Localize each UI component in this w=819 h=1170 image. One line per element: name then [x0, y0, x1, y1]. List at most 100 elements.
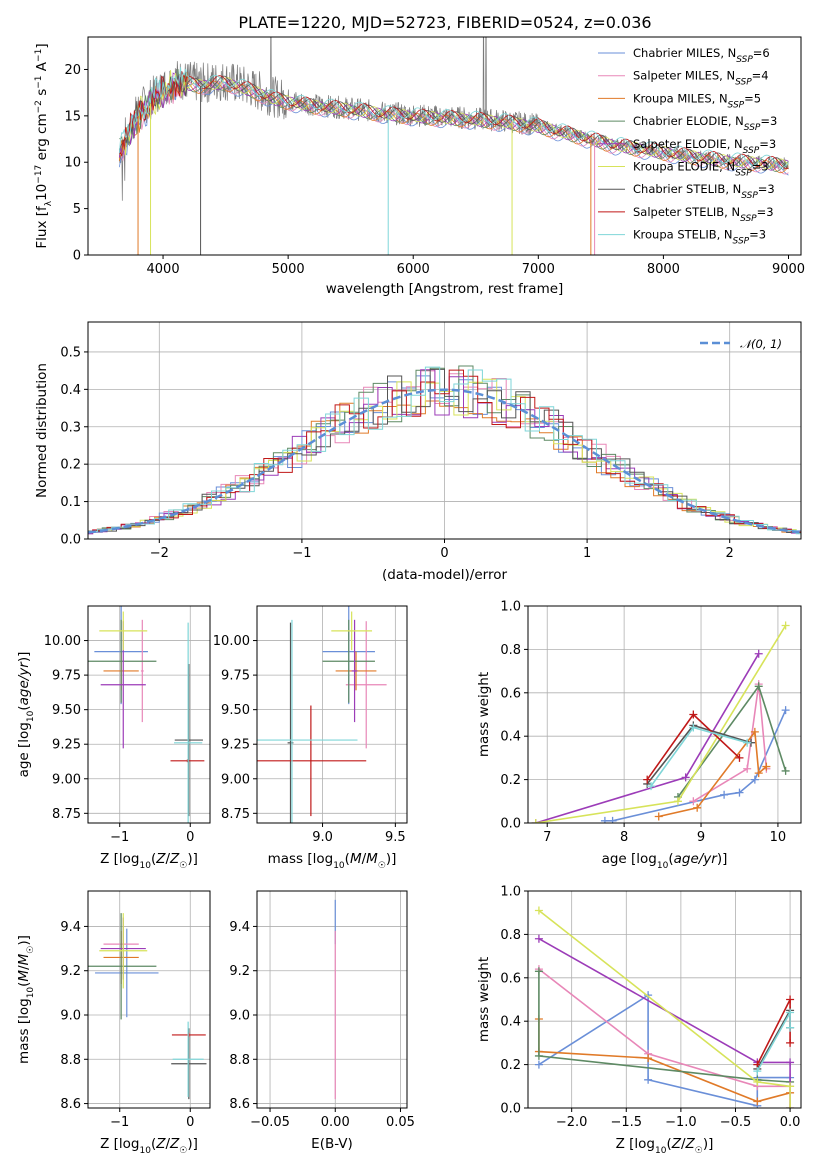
data-point-marker — [753, 1097, 762, 1106]
data-point-marker — [754, 649, 763, 658]
y-tick-label: 10 — [64, 156, 81, 171]
x-tick-label: −1 — [110, 1115, 129, 1130]
data-point-marker — [781, 621, 790, 630]
panel-spectrum: 4000 5000 6000 7000 8000 9000 0 5 10 15 20 waveleng… — [34, 36, 805, 297]
data-point-marker — [786, 1058, 795, 1067]
data-point-marker — [673, 797, 682, 806]
x-tick-label: 0 — [186, 830, 194, 845]
legend-label: Salpeter ELODIE, NSSP=3 — [633, 137, 776, 156]
mass-weight-line — [692, 683, 768, 802]
y-tick-label: 0.8 — [500, 928, 521, 943]
plot-area — [257, 606, 387, 823]
x-tick-label: −0.05 — [250, 1115, 290, 1130]
legend-label: Chabrier MILES, NSSP=6 — [633, 46, 770, 65]
data-point-marker — [681, 773, 690, 782]
y-tick-label: 0.2 — [500, 1058, 521, 1073]
data-point-marker — [689, 710, 698, 719]
legend-label: Kroupa MILES, NSSP=5 — [633, 91, 761, 110]
y-tick-label: 0.0 — [500, 817, 521, 832]
data-point-marker — [531, 819, 540, 823]
panel-massweight_vs_age: 7 8 9 10 0.0 0.2 0.4 0.6 0.8 1.0 age [log10(age/yr… — [476, 600, 802, 871]
y-tick-label: 9.75 — [221, 669, 250, 684]
y-tick-label: 8.6 — [229, 1097, 250, 1112]
panel-massweight_vs_Z: −2.0 −1.5 −1.0 −0.5 0.0 0.0 0.2 0.4 0.6 0.8 1.0 Z [… — [476, 885, 802, 1156]
x-tick-label: −2.0 — [556, 1115, 588, 1130]
y-tick-label: 0.3 — [60, 420, 81, 435]
data-point-marker — [534, 967, 543, 976]
x-tick-label: 6000 — [397, 262, 430, 277]
y-tick-label: 8.8 — [229, 1053, 250, 1068]
x-tick-label: 0.05 — [386, 1115, 415, 1130]
data-point-marker — [786, 1008, 795, 1017]
data-point-marker — [693, 803, 702, 812]
legend-label: Chabrier ELODIE, NSSP=3 — [633, 114, 777, 133]
axes: −1 0 8.6 8.8 9.0 9.2 9.4 Z [log10(Z/Z☉)] mass [l… — [16, 890, 211, 1156]
y-tick-label: 9.25 — [52, 738, 81, 753]
plot-area — [531, 621, 790, 823]
data-point-marker — [743, 738, 752, 747]
y-tick-label: 20 — [64, 63, 81, 78]
y-tick-label: 0.4 — [60, 383, 81, 398]
data-point-marker — [644, 1054, 653, 1063]
y-tick-label: 8.6 — [60, 1097, 81, 1112]
x-tick-label: −1.5 — [610, 1115, 642, 1130]
panel-mass_vs_EBV: −0.05 0.00 0.05 8.6 8.8 9.0 9.2 9.4 E(B-V) — [229, 890, 415, 1152]
x-axis-label: wavelength [Angstrom, rest frame] — [326, 281, 564, 297]
x-tick-label: −0.5 — [720, 1115, 752, 1130]
mass-weight-line — [538, 938, 791, 1108]
legend-label: Salpeter STELIB, NSSP=3 — [633, 205, 774, 224]
axes-frame — [87, 605, 211, 824]
y-axis-label: mass [log10(M/M☉)] — [16, 935, 36, 1064]
x-axis-label: (data-model)/error — [382, 567, 508, 583]
axes-frame — [87, 890, 211, 1109]
data-point-marker — [689, 797, 698, 806]
model-spectrum-line — [119, 69, 789, 170]
x-tick-label: 9 — [697, 830, 705, 845]
axes: −2 −1 0 1 2 0.0 0.1 0.2 0.3 0.4 0.5 (data-model)/er… — [34, 321, 802, 583]
axes: 7 8 9 10 0.0 0.2 0.4 0.6 0.8 1.0 age [log10(age/yr… — [476, 600, 802, 871]
axes: −1 0 8.75 9.00 9.25 9.50 9.75 10.00 Z [log10(Z/Z… — [16, 605, 211, 871]
data-point-marker — [754, 769, 763, 778]
data-point-marker — [786, 1023, 795, 1032]
x-tick-label: −1 — [110, 830, 129, 845]
data-point-marker — [735, 753, 744, 762]
figure-title: PLATE=1220, MJD=52723, FIBERID=0524, z=0… — [238, 13, 651, 32]
histogram-step — [88, 369, 801, 535]
x-axis-label: age [log10(age/yr)] — [602, 851, 728, 871]
axes-frame — [87, 36, 802, 256]
mass-weight-line — [538, 909, 791, 1108]
data-point-marker — [743, 764, 752, 773]
panel-mass_vs_Z: −1 0 8.6 8.8 9.0 9.2 9.4 Z [log10(Z/Z☉)] mass [l… — [16, 890, 211, 1156]
y-tick-label: 0.1 — [60, 495, 81, 510]
x-tick-label: 8 — [620, 830, 628, 845]
data-point-marker — [689, 723, 698, 732]
data-point-marker — [753, 1077, 762, 1086]
axes-frame — [527, 605, 802, 824]
y-tick-label: 10.00 — [44, 634, 81, 649]
data-point-marker — [534, 934, 543, 943]
y-tick-label: 8.75 — [221, 807, 250, 822]
data-point-marker — [654, 812, 663, 821]
y-tick-label: 9.50 — [221, 703, 250, 718]
x-tick-label: 2 — [726, 546, 734, 561]
y-tick-label: 9.75 — [52, 669, 81, 684]
model-spectrum-line — [118, 67, 789, 168]
y-tick-label: 1.0 — [500, 885, 521, 900]
y-axis-label: mass weight — [476, 672, 492, 757]
data-point-marker — [781, 766, 790, 775]
data-point-marker — [750, 775, 759, 784]
axes: 9.0 9.5 8.75 9.00 9.25 9.50 9.75 10.00 mass [log… — [213, 605, 408, 871]
mass-weight-line — [535, 625, 787, 823]
x-tick-label: 7000 — [522, 262, 555, 277]
normal-reference-curve — [88, 388, 801, 534]
data-point-marker — [754, 682, 763, 691]
data-point-marker — [753, 1067, 762, 1076]
plot-area — [88, 365, 801, 535]
histogram-step — [88, 368, 801, 535]
data-point-marker — [786, 995, 795, 1004]
y-tick-label: 8.8 — [60, 1053, 81, 1068]
plot-area — [88, 606, 205, 823]
data-point-marker — [644, 1075, 653, 1084]
y-tick-label: 0.6 — [500, 686, 521, 701]
x-tick-label: 5000 — [272, 262, 305, 277]
